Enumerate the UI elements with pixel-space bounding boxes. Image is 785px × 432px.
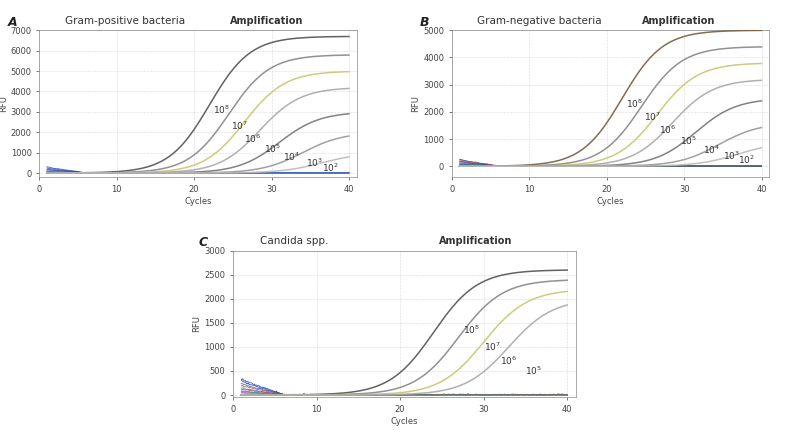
Y-axis label: RFU: RFU xyxy=(192,315,202,333)
Text: 10$^{6}$: 10$^{6}$ xyxy=(500,354,517,367)
Text: 10$^{5}$: 10$^{5}$ xyxy=(525,365,542,377)
Text: 10$^{5}$: 10$^{5}$ xyxy=(681,134,697,146)
Text: C: C xyxy=(199,236,208,249)
Text: 10$^{4}$: 10$^{4}$ xyxy=(283,151,301,163)
Text: Amplification: Amplification xyxy=(439,236,512,246)
Text: 10$^{3}$: 10$^{3}$ xyxy=(306,157,323,169)
Text: 10$^{7}$: 10$^{7}$ xyxy=(484,341,501,353)
Text: 10$^{7}$: 10$^{7}$ xyxy=(232,120,248,132)
Text: Gram-positive bacteria: Gram-positive bacteria xyxy=(64,16,184,25)
Text: 10$^{3}$: 10$^{3}$ xyxy=(723,150,740,162)
Y-axis label: RFU: RFU xyxy=(411,95,420,112)
Text: B: B xyxy=(420,16,429,29)
Y-axis label: RFU: RFU xyxy=(0,95,8,112)
Text: Amplification: Amplification xyxy=(642,16,716,25)
Text: 10$^{8}$: 10$^{8}$ xyxy=(626,98,643,110)
Text: 10$^{7}$: 10$^{7}$ xyxy=(644,111,661,124)
Text: Candida spp.: Candida spp. xyxy=(261,236,329,246)
Text: A: A xyxy=(8,16,17,29)
Text: 10$^{8}$: 10$^{8}$ xyxy=(214,104,231,116)
Text: 10$^{6}$: 10$^{6}$ xyxy=(659,123,677,136)
X-axis label: Cycles: Cycles xyxy=(184,197,212,206)
Text: 10$^{2}$: 10$^{2}$ xyxy=(739,154,755,166)
Text: 10$^{4}$: 10$^{4}$ xyxy=(703,144,721,156)
Text: 10$^{8}$: 10$^{8}$ xyxy=(463,324,480,336)
X-axis label: Cycles: Cycles xyxy=(390,417,418,426)
X-axis label: Cycles: Cycles xyxy=(597,197,624,206)
Text: 10$^{6}$: 10$^{6}$ xyxy=(244,132,261,145)
Text: 10$^{5}$: 10$^{5}$ xyxy=(264,143,281,155)
Text: Gram-negative bacteria: Gram-negative bacteria xyxy=(477,16,602,25)
Text: 10$^{2}$: 10$^{2}$ xyxy=(322,162,339,174)
Text: Amplification: Amplification xyxy=(230,16,303,25)
